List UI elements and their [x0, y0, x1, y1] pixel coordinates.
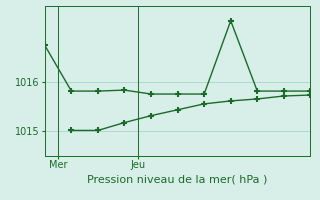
X-axis label: Pression niveau de la mer( hPa ): Pression niveau de la mer( hPa )	[87, 174, 268, 184]
